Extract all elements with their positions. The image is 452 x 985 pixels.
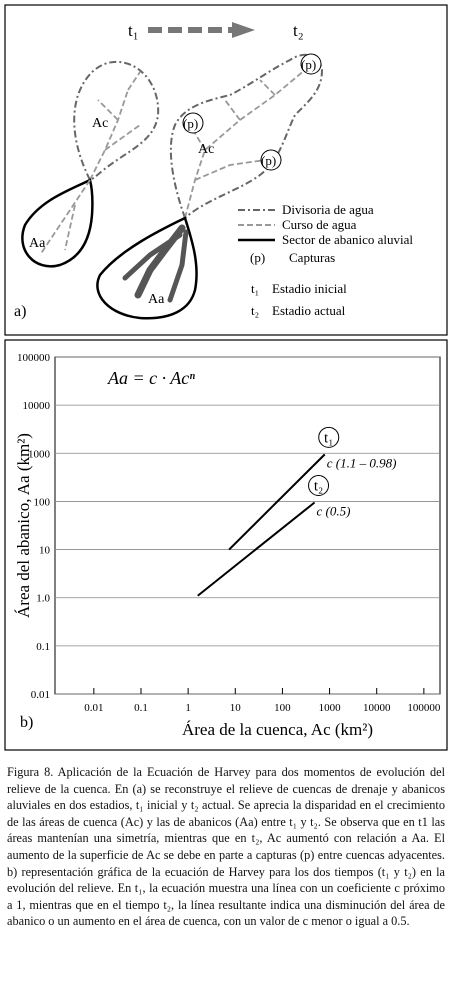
divide-outline bbox=[169, 53, 324, 220]
plot-frame bbox=[54, 356, 441, 695]
series-line bbox=[197, 501, 316, 597]
capture-label: (p) bbox=[261, 153, 276, 168]
series-name: t₁ bbox=[324, 430, 333, 446]
y-tick-label: 1000 bbox=[28, 448, 51, 460]
x-tick-label: 10 bbox=[230, 702, 242, 714]
series-name-circle bbox=[318, 426, 340, 448]
fan-label: Aa bbox=[29, 236, 46, 251]
series-name-circle bbox=[308, 475, 330, 497]
fan-outline bbox=[21, 178, 94, 268]
formula: Aa = c · Acⁿ bbox=[107, 368, 195, 388]
legend-label: Estadio inicial bbox=[272, 281, 347, 296]
series-line bbox=[228, 453, 326, 551]
fan-label: Aa bbox=[148, 292, 165, 307]
stream bbox=[89, 71, 141, 181]
capture-circle bbox=[300, 53, 322, 75]
legend-symbol: t₁ bbox=[251, 281, 259, 296]
x-axis-label: Área de la cuenca, Ac (km²) bbox=[182, 720, 373, 739]
legend-label: Estadio actual bbox=[272, 303, 346, 318]
capture-label: (p) bbox=[183, 116, 198, 131]
panel-b-frame bbox=[4, 339, 448, 751]
y-tick-label: 1.0 bbox=[36, 593, 50, 605]
y-axis-label: Área del abanico, Aa (km²) bbox=[14, 433, 33, 618]
x-tick-label: 0.01 bbox=[84, 702, 103, 714]
capture-circle bbox=[182, 112, 204, 134]
legend-label: Sector de abanico aluvial bbox=[282, 232, 413, 247]
divide-outline bbox=[73, 60, 160, 182]
x-tick-label: 1 bbox=[185, 702, 191, 714]
fan-outline bbox=[96, 216, 198, 320]
caption: Figura 8. Aplicación de la Ecuación de H… bbox=[7, 765, 445, 929]
legend-label: Capturas bbox=[289, 250, 335, 265]
series-annotation: c (0.5) bbox=[317, 504, 351, 519]
stream bbox=[184, 69, 306, 219]
panel-label: a) bbox=[14, 303, 26, 320]
y-tick-label: 0.01 bbox=[31, 689, 50, 701]
y-tick-label: 0.1 bbox=[36, 641, 50, 653]
panel-a-frame bbox=[4, 4, 448, 336]
catchment-label: Ac bbox=[198, 142, 214, 157]
legend-symbol: t₂ bbox=[251, 303, 259, 318]
x-tick-label: 1000 bbox=[319, 702, 342, 714]
capture-label: (p) bbox=[301, 57, 316, 72]
legend-label: Curso de agua bbox=[282, 217, 357, 232]
legend-symbol: (p) bbox=[250, 250, 265, 265]
series-annotation: c (1.1 – 0.98) bbox=[327, 455, 397, 470]
x-tick-label: 100000 bbox=[407, 702, 441, 714]
y-tick-label: 10000 bbox=[23, 400, 51, 412]
panel-label: b) bbox=[20, 714, 33, 731]
arrow-head bbox=[232, 22, 255, 38]
x-tick-label: 100 bbox=[274, 702, 291, 714]
y-tick-label: 100 bbox=[34, 496, 51, 508]
chart: 0.01 0.1 1.0 10 100 1000 10000 100000 0.01 0.1 1 10… bbox=[14, 352, 441, 739]
incised-channel bbox=[122, 232, 183, 281]
x-tick-label: 10000 bbox=[363, 702, 391, 714]
arrow-end-label: t₂ bbox=[293, 21, 304, 40]
series-name: t₂ bbox=[314, 479, 323, 495]
incised-channel bbox=[167, 229, 189, 303]
stream bbox=[39, 179, 91, 256]
legend-label: Divisoria de agua bbox=[282, 202, 374, 217]
y-tick-label: 100000 bbox=[17, 352, 51, 364]
arrow-start-label: t₁ bbox=[128, 21, 139, 40]
figure: t₁ t₂ Ac Aa Ac Aa (p) (p) (p) Divisoria … bbox=[4, 4, 448, 751]
x-tick-label: 0.1 bbox=[134, 702, 148, 714]
capture-circle bbox=[260, 149, 282, 171]
y-tick-label: 10 bbox=[39, 545, 51, 557]
catchment-label: Ac bbox=[92, 116, 108, 131]
